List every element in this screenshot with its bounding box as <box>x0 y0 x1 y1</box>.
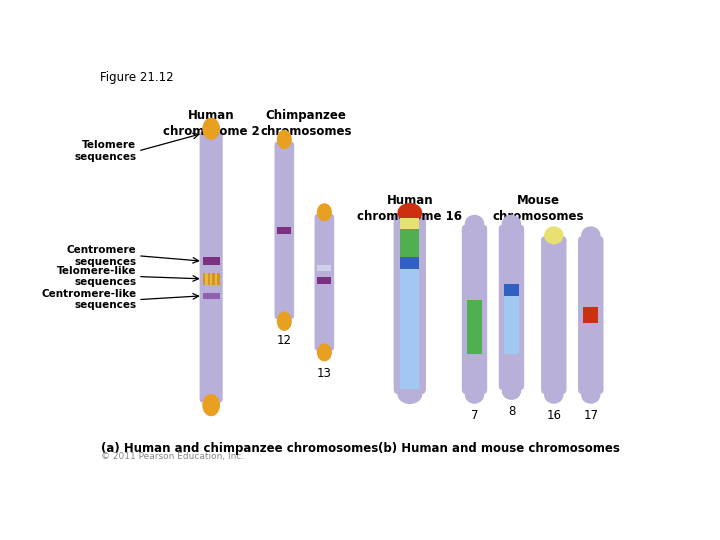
Text: Telomere
sequences: Telomere sequences <box>74 140 137 162</box>
Text: (a) Human and chimpanzee chromosomes: (a) Human and chimpanzee chromosomes <box>101 442 378 455</box>
Ellipse shape <box>502 382 521 400</box>
Bar <box>400 257 420 269</box>
FancyBboxPatch shape <box>541 236 567 394</box>
FancyBboxPatch shape <box>462 225 487 394</box>
FancyBboxPatch shape <box>315 214 334 350</box>
Bar <box>400 229 420 257</box>
Bar <box>467 300 482 354</box>
Text: 8: 8 <box>508 405 515 418</box>
Ellipse shape <box>276 130 292 149</box>
Text: Chimpanzee
chromosomes: Chimpanzee chromosomes <box>260 110 351 138</box>
Text: 12: 12 <box>276 334 292 347</box>
Ellipse shape <box>502 215 521 233</box>
Text: Centromere-like
sequences: Centromere-like sequences <box>41 289 137 310</box>
FancyBboxPatch shape <box>274 141 294 319</box>
Text: Human
chromosome 16: Human chromosome 16 <box>357 194 462 223</box>
Ellipse shape <box>464 386 485 404</box>
Ellipse shape <box>397 203 422 222</box>
Text: Centromere
sequences: Centromere sequences <box>67 245 137 267</box>
Bar <box>203 273 205 285</box>
FancyBboxPatch shape <box>199 131 222 403</box>
Bar <box>217 273 220 285</box>
Text: Human
chromosome 2: Human chromosome 2 <box>163 110 259 138</box>
Text: (b) Human and mouse chromosomes: (b) Human and mouse chromosomes <box>378 442 620 455</box>
Ellipse shape <box>397 384 422 404</box>
Ellipse shape <box>544 226 564 245</box>
Ellipse shape <box>317 203 332 221</box>
Ellipse shape <box>317 343 332 361</box>
Ellipse shape <box>581 226 600 245</box>
Text: Figure 21.12: Figure 21.12 <box>99 71 173 84</box>
Ellipse shape <box>202 118 220 140</box>
Text: Telomere-like
sequences: Telomere-like sequences <box>57 266 137 287</box>
Text: Mouse
chromosomes: Mouse chromosomes <box>492 194 584 223</box>
Bar <box>203 293 220 299</box>
Ellipse shape <box>581 386 600 404</box>
Ellipse shape <box>544 386 564 404</box>
Bar <box>318 277 331 284</box>
Bar <box>277 227 291 234</box>
FancyBboxPatch shape <box>578 236 603 394</box>
Text: 7: 7 <box>471 409 478 422</box>
Text: 17: 17 <box>583 409 598 422</box>
Bar <box>400 218 420 229</box>
FancyBboxPatch shape <box>394 213 426 394</box>
FancyBboxPatch shape <box>499 225 524 390</box>
Bar <box>203 273 220 285</box>
Bar <box>400 269 420 389</box>
Bar <box>212 273 215 285</box>
Bar <box>504 284 519 296</box>
Text: 16: 16 <box>546 409 562 422</box>
Bar <box>207 273 210 285</box>
Text: © 2011 Pearson Education, Inc.: © 2011 Pearson Education, Inc. <box>101 452 244 461</box>
Bar <box>203 257 220 265</box>
Bar <box>583 307 598 323</box>
Bar <box>504 296 519 354</box>
Bar <box>318 265 331 271</box>
Ellipse shape <box>202 394 220 416</box>
Ellipse shape <box>276 312 292 331</box>
Ellipse shape <box>464 215 485 233</box>
Text: 13: 13 <box>317 367 332 380</box>
